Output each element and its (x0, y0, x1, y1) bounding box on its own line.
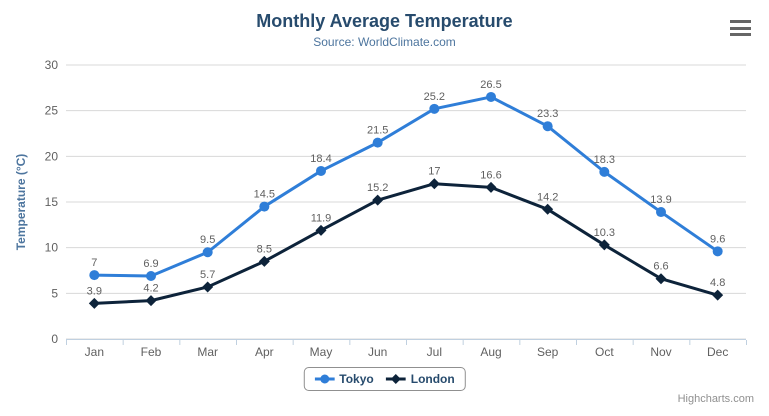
point-london-oct[interactable] (598, 239, 610, 251)
y-axis-label: 20 (45, 149, 59, 163)
legend-label-tokyo: Tokyo (339, 372, 374, 386)
data-label-london-jun: 15.2 (367, 182, 388, 194)
legend-marker-shape (319, 374, 329, 384)
chart-title: Monthly Average Temperature (256, 11, 513, 31)
x-axis-label-sep: Sep (537, 345, 559, 359)
data-label-london-nov: 6.6 (653, 261, 668, 273)
data-label-tokyo-jun: 21.5 (367, 125, 388, 137)
x-axis-label-jan: Jan (85, 345, 104, 359)
y-axis-label: 5 (51, 286, 58, 300)
legend: Tokyo London (303, 367, 466, 391)
point-tokyo-may[interactable] (316, 165, 326, 176)
x-axis-label-mar: Mar (197, 345, 218, 359)
point-london-mar[interactable] (202, 281, 214, 293)
point-tokyo-aug[interactable] (486, 91, 496, 102)
x-axis-label-may: May (310, 345, 333, 359)
point-tokyo-jun[interactable] (372, 137, 383, 148)
legend-item-tokyo[interactable]: Tokyo (314, 372, 374, 386)
point-london-may[interactable] (315, 224, 327, 236)
x-axis-label-oct: Oct (595, 345, 614, 359)
x-axis-label-jun: Jun (368, 345, 387, 359)
point-london-aug[interactable] (485, 181, 497, 193)
legend-marker-circle-icon (314, 374, 335, 384)
x-axis-label-nov: Nov (650, 345, 671, 359)
data-label-london-feb: 4.2 (143, 283, 158, 295)
point-london-jan[interactable] (88, 297, 100, 309)
data-label-tokyo-may: 18.4 (310, 153, 331, 165)
y-axis-title: Temperature (°C) (14, 154, 28, 251)
point-tokyo-dec[interactable] (712, 246, 723, 257)
data-label-tokyo-jul: 25.2 (424, 91, 445, 103)
hamburger-icon (730, 26, 751, 30)
data-label-tokyo-aug: 26.5 (480, 79, 501, 91)
legend-marker-shape (390, 374, 401, 384)
y-axis-label: 15 (45, 195, 59, 209)
x-axis-label-aug: Aug (480, 345, 501, 359)
data-label-tokyo-jan: 7 (91, 257, 97, 269)
hamburger-icon (730, 33, 751, 36)
point-tokyo-sep[interactable] (542, 121, 553, 132)
series-line-london[interactable] (92, 182, 720, 305)
x-axis-label-feb: Feb (141, 345, 162, 359)
x-axis-label-apr: Apr (255, 345, 274, 359)
data-label-london-sep: 14.2 (537, 191, 558, 203)
point-london-feb[interactable] (145, 295, 157, 307)
point-tokyo-jan[interactable] (89, 270, 100, 281)
point-london-jul[interactable] (428, 178, 440, 190)
credits-link[interactable]: Highcharts.com (677, 393, 754, 405)
point-tokyo-feb[interactable] (146, 270, 156, 281)
data-label-tokyo-sep: 23.3 (537, 108, 558, 120)
point-london-jun[interactable] (372, 194, 384, 206)
point-tokyo-mar[interactable] (202, 247, 213, 258)
data-label-london-apr: 8.5 (257, 243, 272, 255)
point-london-nov[interactable] (655, 273, 667, 285)
point-london-sep[interactable] (542, 203, 554, 215)
hamburger-icon (730, 20, 751, 23)
data-label-london-jan: 3.9 (87, 285, 102, 297)
legend-item-london[interactable]: London (385, 372, 455, 386)
point-tokyo-jul[interactable] (429, 103, 440, 114)
data-label-london-oct: 10.3 (594, 227, 615, 239)
point-tokyo-apr[interactable] (259, 201, 270, 212)
data-label-tokyo-apr: 14.5 (254, 189, 275, 201)
data-label-london-jul: 17 (428, 166, 440, 178)
point-tokyo-nov[interactable] (656, 207, 666, 218)
legend-label-london: London (410, 372, 455, 386)
x-axis-label-dec: Dec (707, 345, 728, 359)
y-axis-label: 30 (45, 58, 59, 72)
x-axis-label-jul: Jul (427, 345, 442, 359)
data-label-tokyo-feb: 6.9 (143, 258, 158, 270)
point-tokyo-oct[interactable] (599, 166, 610, 177)
data-label-tokyo-mar: 9.5 (200, 234, 215, 246)
data-label-london-aug: 16.6 (480, 169, 501, 181)
point-london-apr[interactable] (258, 255, 270, 267)
y-axis-label: 0 (51, 332, 58, 346)
y-axis-label: 10 (45, 241, 59, 255)
series-line-tokyo[interactable] (92, 95, 720, 278)
context-menu-button[interactable] (730, 20, 751, 36)
data-label-london-dec: 4.8 (710, 277, 725, 289)
point-london-dec[interactable] (712, 289, 724, 301)
y-axis-label: 25 (45, 104, 59, 118)
data-label-tokyo-nov: 13.9 (650, 194, 671, 206)
data-label-london-may: 11.9 (311, 212, 332, 224)
legend-marker-diamond-icon (385, 374, 406, 384)
data-label-london-mar: 5.7 (200, 269, 215, 281)
data-label-tokyo-oct: 18.3 (594, 154, 615, 166)
chart-subtitle: Source: WorldClimate.com (313, 35, 456, 49)
data-label-tokyo-dec: 9.6 (710, 233, 725, 245)
